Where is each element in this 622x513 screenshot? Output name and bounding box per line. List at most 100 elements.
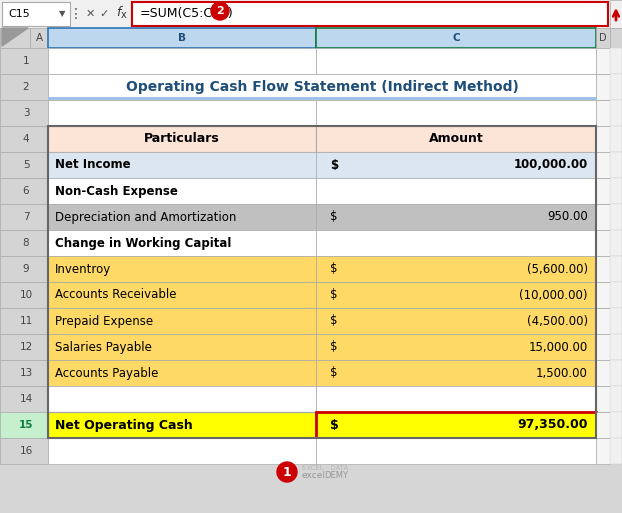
Bar	[316, 126, 596, 152]
Bar	[2, 2, 70, 26]
Bar	[48, 28, 316, 48]
Text: 1: 1	[22, 56, 29, 66]
Text: 3: 3	[22, 108, 29, 118]
Text: 1: 1	[282, 465, 291, 479]
Bar	[610, 230, 622, 256]
Bar	[610, 438, 622, 464]
Text: Accounts Receivable: Accounts Receivable	[55, 288, 177, 302]
Text: 100,000.00: 100,000.00	[514, 159, 588, 171]
Bar	[132, 2, 608, 26]
Bar	[48, 74, 596, 100]
Text: f: f	[116, 7, 120, 19]
Bar	[48, 97, 596, 100]
Text: 16: 16	[19, 446, 32, 456]
Text: $: $	[330, 263, 338, 275]
Text: Operating Cash Flow Statement (Indirect Method): Operating Cash Flow Statement (Indirect …	[126, 80, 519, 94]
Bar	[316, 48, 596, 74]
Bar	[596, 28, 610, 48]
Bar	[48, 256, 316, 282]
Bar	[0, 282, 48, 308]
Bar	[0, 412, 48, 438]
Text: $: $	[330, 341, 338, 353]
Bar	[48, 48, 316, 74]
Text: Particulars: Particulars	[144, 132, 220, 146]
Bar	[610, 204, 622, 230]
Text: 4: 4	[22, 134, 29, 144]
Bar	[316, 100, 596, 126]
Text: 13: 13	[19, 368, 32, 378]
Bar	[596, 334, 610, 360]
Bar	[316, 360, 596, 386]
Text: ✕: ✕	[85, 9, 95, 19]
Text: ✓: ✓	[100, 9, 109, 19]
Text: (4,500.00): (4,500.00)	[527, 314, 588, 327]
Circle shape	[277, 462, 297, 482]
Text: A: A	[35, 33, 42, 43]
Bar	[30, 28, 48, 48]
Bar	[596, 204, 610, 230]
Text: 12: 12	[19, 342, 32, 352]
Text: Net Operating Cash: Net Operating Cash	[55, 419, 193, 431]
Bar	[316, 204, 596, 230]
Text: 15: 15	[19, 420, 33, 430]
Bar	[0, 48, 48, 74]
Text: 97,350.00: 97,350.00	[518, 419, 588, 431]
Bar	[0, 204, 48, 230]
Bar	[316, 282, 596, 308]
Bar	[596, 256, 610, 282]
Bar	[610, 178, 622, 204]
Bar	[316, 178, 596, 204]
Text: excel: excel	[302, 471, 326, 481]
Bar	[596, 412, 610, 438]
Bar	[316, 28, 596, 48]
Bar	[48, 204, 316, 230]
Bar	[48, 126, 596, 438]
Bar	[316, 412, 596, 438]
Text: (10,000.00): (10,000.00)	[519, 288, 588, 302]
Bar	[0, 178, 48, 204]
Text: x: x	[121, 10, 127, 20]
Text: Accounts Payable: Accounts Payable	[55, 366, 159, 380]
Text: 1,500.00: 1,500.00	[536, 366, 588, 380]
Text: 2: 2	[22, 82, 29, 92]
Text: D: D	[599, 33, 607, 43]
Text: 7: 7	[22, 212, 29, 222]
Text: 2: 2	[216, 6, 224, 16]
Text: 950.00: 950.00	[547, 210, 588, 224]
Text: EXCEL · DATA: EXCEL · DATA	[302, 465, 348, 471]
Text: $: $	[330, 366, 338, 380]
Bar	[0, 334, 48, 360]
Bar	[610, 28, 622, 48]
Bar	[0, 0, 622, 28]
Bar	[48, 152, 316, 178]
Bar	[316, 334, 596, 360]
Text: $: $	[330, 210, 338, 224]
Bar	[0, 386, 48, 412]
Text: $: $	[330, 419, 339, 431]
Text: 14: 14	[19, 394, 32, 404]
Text: $: $	[330, 159, 338, 171]
Bar	[48, 308, 316, 334]
Text: 8: 8	[22, 238, 29, 248]
Bar	[610, 0, 622, 28]
Bar	[48, 360, 316, 386]
Bar	[0, 152, 48, 178]
Bar	[48, 386, 316, 412]
Bar	[610, 126, 622, 152]
Text: C15: C15	[8, 9, 30, 19]
Text: (5,600.00): (5,600.00)	[527, 263, 588, 275]
Text: 10: 10	[19, 290, 32, 300]
Bar	[610, 386, 622, 412]
Bar	[610, 100, 622, 126]
Bar	[316, 386, 596, 412]
Text: Prepaid Expense: Prepaid Expense	[55, 314, 153, 327]
Bar	[610, 282, 622, 308]
Bar	[0, 28, 30, 48]
Bar	[596, 438, 610, 464]
Bar	[316, 230, 596, 256]
Text: Inventroy: Inventroy	[55, 263, 111, 275]
Bar	[610, 256, 622, 282]
Text: Non-Cash Expense: Non-Cash Expense	[55, 185, 178, 198]
Bar	[48, 100, 316, 126]
Text: 5: 5	[22, 160, 29, 170]
